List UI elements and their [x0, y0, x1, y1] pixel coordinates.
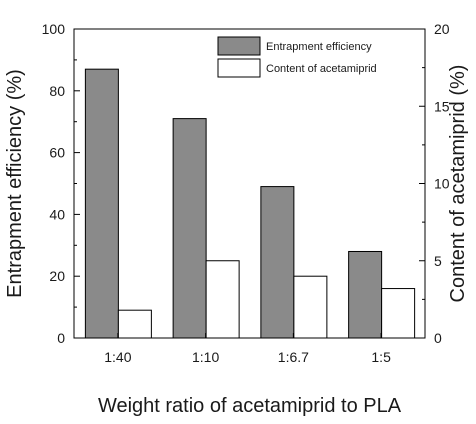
y-tick-label-right-3: 15	[434, 98, 450, 114]
bar-content-3	[381, 288, 416, 339]
legend-label-content: Content of acetamiprid	[266, 63, 377, 75]
y-tick-label-left-3: 60	[49, 145, 65, 161]
bars-layer	[84, 68, 416, 339]
bar-content-0	[117, 309, 152, 339]
bar-content-1	[205, 260, 240, 339]
y-tick-label-left-5: 100	[42, 21, 66, 37]
bar-efficiency-3	[348, 250, 383, 339]
x-tick-label-0: 1:40	[104, 349, 131, 365]
x-tick-label-1: 1:10	[192, 349, 219, 365]
legend-label-efficiency: Entrapment efficiency	[266, 41, 372, 53]
y-tick-label-right-2: 10	[434, 176, 450, 192]
y-tick-label-right-1: 5	[434, 253, 442, 269]
legend-swatch-content	[217, 58, 261, 78]
y-tick-label-left-2: 40	[49, 206, 65, 222]
y-tick-label-left-1: 20	[49, 268, 65, 284]
x-tick-label-3: 1:5	[371, 349, 391, 365]
y-tick-label-right-0: 0	[434, 330, 442, 346]
x-axis-title: Weight ratio of acetamiprid to PLA	[98, 395, 402, 417]
y-axis-title-left: Entrapment efficiency (%)	[4, 69, 26, 298]
bar-content-2	[293, 275, 328, 339]
legend: Entrapment efficiency Content of acetamip…	[217, 36, 377, 78]
legend-swatch-efficiency	[217, 36, 261, 56]
bar-efficiency-1	[172, 118, 207, 339]
plot-frame	[73, 28, 426, 339]
bar-efficiency-0	[84, 68, 119, 339]
y-tick-label-left-4: 80	[49, 83, 65, 99]
x-tick-label-2: 1:6.7	[278, 349, 309, 365]
bar-efficiency-2	[260, 186, 295, 339]
y-tick-label-left-0: 0	[57, 330, 65, 346]
y-tick-label-right-4: 20	[434, 21, 450, 37]
y-axis-title-right: Content of acetamiprid (%)	[447, 65, 469, 303]
